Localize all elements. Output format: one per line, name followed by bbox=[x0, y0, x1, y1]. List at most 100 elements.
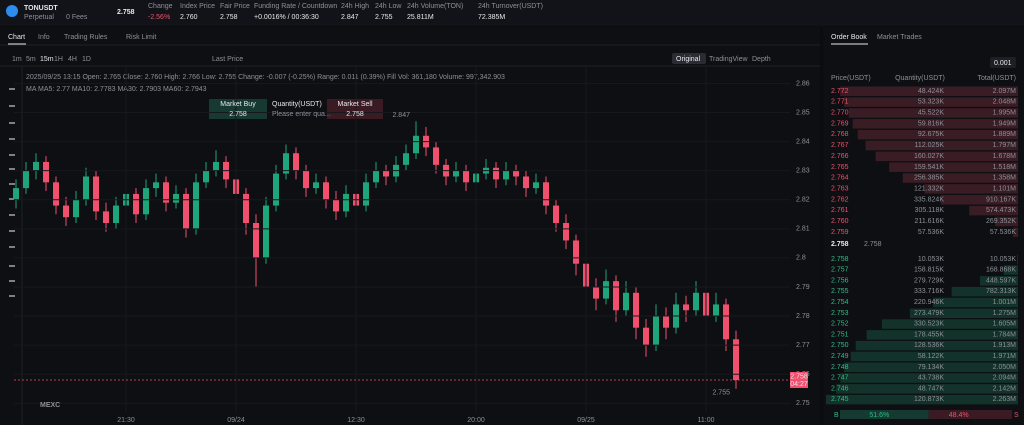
quantity: 305.118K bbox=[915, 207, 945, 214]
price: 2.749 bbox=[831, 353, 849, 360]
market: Perpetual bbox=[24, 14, 54, 21]
candle-body bbox=[143, 188, 149, 215]
y-tick-label: 2.84 bbox=[796, 138, 810, 145]
total: 1.949M bbox=[993, 120, 1017, 127]
quantity: 121.332K bbox=[914, 185, 944, 192]
depth-bar bbox=[850, 351, 1018, 362]
total: 1.784M bbox=[993, 331, 1017, 338]
price: 2.751 bbox=[831, 331, 849, 338]
quantity: 45.522K bbox=[918, 110, 944, 117]
buy-label: Market Buy bbox=[220, 101, 256, 108]
total: 782.313K bbox=[986, 288, 1016, 295]
quantity: 160.027K bbox=[914, 153, 944, 160]
candle-body bbox=[383, 170, 389, 177]
depth-bar bbox=[840, 86, 1018, 96]
candle-body bbox=[713, 304, 719, 317]
ma-info: MA MA5: 2.77 MA10: 2.7783 MA30: 2.7903 M… bbox=[26, 86, 207, 93]
qty-input[interactable]: Please enter qua... bbox=[272, 111, 331, 118]
tab[interactable]: Info bbox=[38, 34, 50, 41]
candle-body bbox=[493, 167, 499, 180]
stat-label: 24h Turnover(USDT) bbox=[478, 3, 543, 10]
candle-body bbox=[263, 205, 269, 258]
symbol: TONUSDT bbox=[24, 5, 58, 12]
candle-body bbox=[303, 170, 309, 189]
y-tick-label: 2.86 bbox=[796, 80, 810, 87]
total: 10.053K bbox=[990, 256, 1016, 263]
interval[interactable]: 1D bbox=[82, 56, 91, 63]
col-header: Price(USDT) bbox=[831, 75, 871, 82]
view-tab[interactable]: Depth bbox=[752, 56, 771, 63]
candle-body bbox=[283, 153, 289, 174]
candle-body bbox=[613, 281, 619, 311]
price: 2.745 bbox=[831, 396, 849, 403]
mid-price: 2.758 bbox=[831, 241, 849, 248]
y-tick-label: 2.82 bbox=[796, 197, 810, 204]
candle-body bbox=[253, 223, 259, 258]
total: 1.605M bbox=[993, 321, 1017, 328]
depth-bar bbox=[1013, 227, 1018, 238]
interval[interactable]: 1H bbox=[54, 56, 63, 63]
interval[interactable]: 5m bbox=[26, 56, 36, 63]
buy-price: 2.758 bbox=[229, 111, 247, 118]
col-header: Total(USDT) bbox=[977, 75, 1016, 82]
y-tick-label: 2.75 bbox=[796, 400, 810, 407]
x-tick-label: 12:30 bbox=[347, 417, 365, 424]
tab[interactable]: Chart bbox=[8, 34, 25, 41]
price: 2.760 bbox=[831, 218, 849, 225]
quantity: 128.536K bbox=[914, 342, 944, 349]
total: 1.971M bbox=[993, 353, 1017, 360]
total: 1.678M bbox=[993, 153, 1017, 160]
candle-body bbox=[653, 316, 659, 346]
sell-button-bg[interactable] bbox=[327, 99, 383, 119]
quantity: 48.424K bbox=[918, 88, 944, 95]
quantity: 330.523K bbox=[914, 321, 944, 328]
price: 2.759 bbox=[831, 229, 849, 236]
price: 2.767 bbox=[831, 142, 849, 149]
total: 574.473K bbox=[986, 207, 1016, 214]
coin-icon bbox=[6, 5, 18, 17]
x-tick-label: 20:00 bbox=[467, 417, 485, 424]
candle-body bbox=[193, 182, 199, 229]
candle-body bbox=[33, 161, 39, 171]
x-tick-label: 11:00 bbox=[698, 417, 715, 424]
depth-bar bbox=[866, 330, 1018, 340]
interval[interactable]: 15m bbox=[40, 56, 54, 63]
y-tick-label: 2.8 bbox=[796, 255, 806, 262]
total: 2.263M bbox=[993, 396, 1017, 403]
ob-tab[interactable]: Market Trades bbox=[877, 34, 922, 41]
total: 1.275M bbox=[993, 310, 1017, 317]
tab[interactable]: Risk Limit bbox=[126, 34, 156, 41]
candle-body bbox=[543, 182, 549, 206]
candle-body bbox=[573, 240, 579, 264]
total: 910.167K bbox=[986, 196, 1016, 203]
tab[interactable]: Trading Rules bbox=[64, 34, 108, 41]
ohlc-info: 2025/09/25 13:15 Open: 2.765 Close: 2.76… bbox=[26, 74, 505, 81]
stat-value: 25.811M bbox=[407, 14, 434, 21]
ob-tab[interactable]: Order Book bbox=[831, 34, 867, 41]
total: 269.352K bbox=[986, 218, 1016, 225]
candle-body bbox=[133, 193, 139, 215]
stat-label: 24h Volume(TON) bbox=[407, 3, 463, 10]
depth-bar bbox=[840, 373, 1018, 383]
stat-value: 2.758 bbox=[220, 14, 238, 21]
depth-bar bbox=[857, 129, 1018, 140]
interval[interactable]: 4H bbox=[68, 56, 77, 63]
quantity: 53.323K bbox=[918, 99, 944, 106]
stat-label: Fair Price bbox=[220, 3, 250, 10]
stat-value: 2.760 bbox=[180, 14, 198, 21]
chart-panel bbox=[0, 27, 820, 425]
sell-letter: S bbox=[1014, 412, 1019, 419]
interval[interactable]: 1m bbox=[12, 56, 22, 63]
price: 2.747 bbox=[831, 375, 849, 382]
low-annotation: 2.755 bbox=[712, 390, 730, 397]
view-tab[interactable]: TradingView bbox=[709, 56, 748, 63]
buy-letter: B bbox=[834, 412, 839, 419]
view-tab[interactable]: Original bbox=[676, 56, 701, 63]
candle-body bbox=[683, 304, 689, 311]
watermark: MEXC bbox=[40, 402, 60, 409]
candle-body bbox=[153, 182, 159, 189]
price: 2.769 bbox=[831, 120, 849, 127]
buy-button-bg[interactable] bbox=[209, 99, 267, 119]
total: 168.868K bbox=[986, 267, 1016, 274]
drawing-tools[interactable] bbox=[9, 88, 15, 297]
